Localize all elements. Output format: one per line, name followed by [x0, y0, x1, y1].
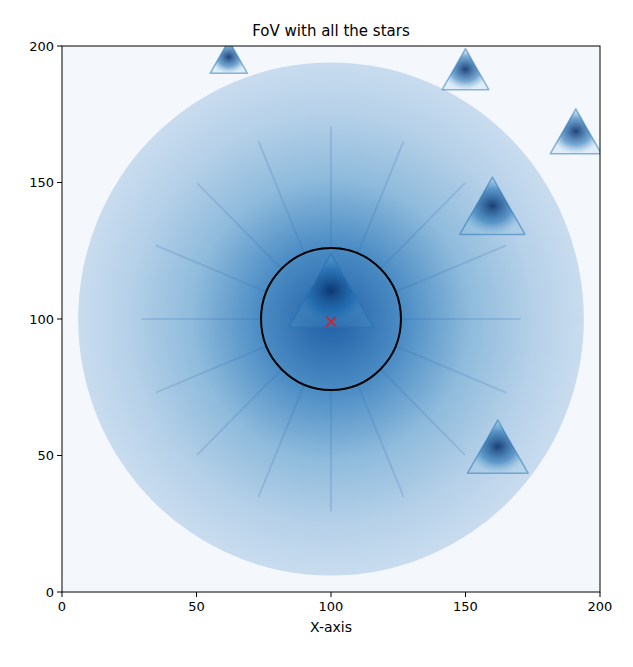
ray	[330, 127, 332, 248]
source	[468, 420, 529, 473]
ray	[156, 346, 267, 392]
y-tick-label: 50	[37, 448, 54, 463]
y-tick	[57, 46, 62, 47]
source	[550, 109, 600, 154]
center-marker	[326, 317, 336, 327]
ray	[396, 245, 507, 291]
x-tick	[331, 592, 332, 597]
frame	[62, 46, 600, 592]
x-tick-label: 50	[188, 599, 205, 614]
x-axis-label: X-axis	[310, 619, 352, 635]
source	[442, 49, 489, 90]
x-tick-label: 150	[453, 599, 478, 614]
y-tick	[57, 455, 62, 456]
ray	[401, 318, 521, 320]
plot-area	[78, 46, 600, 576]
fov-disc	[78, 62, 584, 575]
x-tick-label: 100	[319, 599, 344, 614]
ray	[380, 369, 465, 455]
source	[289, 254, 373, 328]
y-tick-label: 0	[46, 585, 54, 600]
ray	[197, 183, 282, 269]
y-tick	[57, 319, 62, 320]
ray	[258, 385, 304, 497]
title: FoV with all the stars	[252, 22, 410, 40]
x-tick-label: 0	[58, 599, 66, 614]
x-tick-label: 200	[588, 599, 613, 614]
ray	[396, 346, 507, 392]
plot-background	[62, 46, 600, 592]
y-tick	[57, 592, 62, 593]
y-tick-label: 150	[29, 175, 54, 190]
source	[460, 177, 525, 234]
ray	[358, 141, 404, 253]
y-tick-label: 100	[29, 312, 54, 327]
y-tick	[57, 182, 62, 183]
x-tick	[196, 592, 197, 597]
chart-root: 0 50 100 150 200 0 50 100 150 200 FoV with all the…	[0, 0, 633, 667]
marker-stroke	[326, 317, 336, 327]
source	[210, 46, 247, 73]
ray	[330, 390, 332, 511]
ray	[358, 385, 404, 497]
chart: 0 50 100 150 200 0 50 100 150 200 FoV with all the…	[0, 0, 633, 667]
x-tick	[62, 592, 63, 597]
aperture-circle	[261, 248, 401, 390]
x-tick	[465, 592, 466, 597]
ray	[141, 318, 261, 320]
marker-stroke	[326, 317, 336, 327]
ray	[156, 245, 267, 291]
ray	[197, 369, 282, 455]
y-tick-label: 200	[29, 39, 54, 54]
ray	[380, 183, 465, 269]
ray	[258, 141, 304, 253]
x-tick	[600, 592, 601, 597]
